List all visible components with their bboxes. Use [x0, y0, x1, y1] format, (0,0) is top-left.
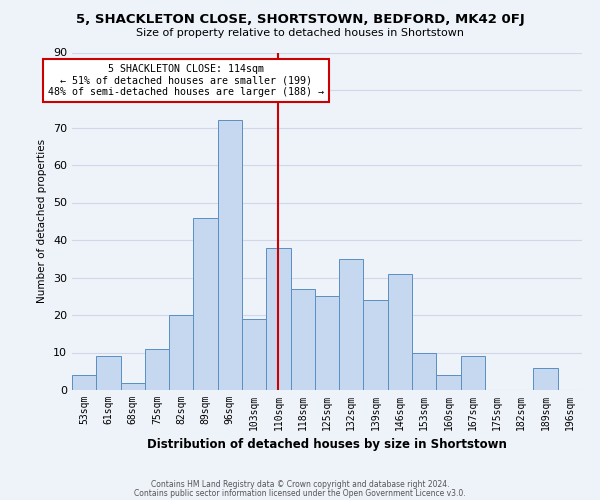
Bar: [461, 356, 485, 390]
Bar: [339, 259, 364, 390]
Bar: [290, 289, 315, 390]
Bar: [96, 356, 121, 390]
Bar: [242, 319, 266, 390]
Bar: [145, 349, 169, 390]
Y-axis label: Number of detached properties: Number of detached properties: [37, 139, 47, 304]
Bar: [388, 274, 412, 390]
Bar: [72, 375, 96, 390]
Bar: [412, 352, 436, 390]
Bar: [169, 315, 193, 390]
Bar: [121, 382, 145, 390]
Bar: [218, 120, 242, 390]
Text: Size of property relative to detached houses in Shortstown: Size of property relative to detached ho…: [136, 28, 464, 38]
Bar: [533, 368, 558, 390]
Text: 5 SHACKLETON CLOSE: 114sqm
← 51% of detached houses are smaller (199)
48% of sem: 5 SHACKLETON CLOSE: 114sqm ← 51% of deta…: [48, 64, 324, 97]
Text: Contains public sector information licensed under the Open Government Licence v3: Contains public sector information licen…: [134, 488, 466, 498]
Bar: [315, 296, 339, 390]
Bar: [436, 375, 461, 390]
Bar: [266, 248, 290, 390]
Bar: [364, 300, 388, 390]
X-axis label: Distribution of detached houses by size in Shortstown: Distribution of detached houses by size …: [147, 438, 507, 452]
Text: Contains HM Land Registry data © Crown copyright and database right 2024.: Contains HM Land Registry data © Crown c…: [151, 480, 449, 489]
Bar: [193, 218, 218, 390]
Text: 5, SHACKLETON CLOSE, SHORTSTOWN, BEDFORD, MK42 0FJ: 5, SHACKLETON CLOSE, SHORTSTOWN, BEDFORD…: [76, 12, 524, 26]
